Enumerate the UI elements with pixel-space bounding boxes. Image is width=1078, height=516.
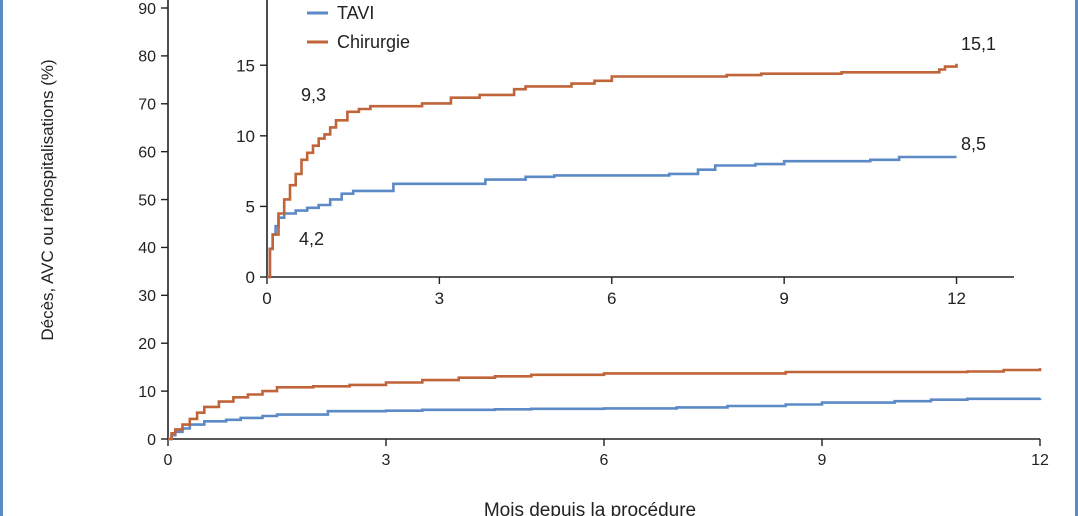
main-x-tick-label: 9 — [818, 452, 827, 469]
inset-x-tick-label: 12 — [947, 289, 966, 308]
inset-background — [259, 0, 1024, 277]
main-y-tick-label: 10 — [138, 384, 156, 401]
main-y-tick-label: 60 — [138, 144, 156, 161]
legend-label-chirurgie: Chirurgie — [337, 32, 410, 52]
main-y-tick-label: 50 — [138, 192, 156, 209]
inset-x-tick-label: 3 — [435, 289, 444, 308]
annotation-2: 4,2 — [299, 229, 324, 249]
main-series-tavi — [168, 397, 1042, 441]
inset-y-tick-label: 5 — [246, 198, 255, 217]
inset-series-chirurgie — [267, 63, 958, 279]
main-x-tick-label: 0 — [164, 452, 173, 469]
inset-y-tick-label: 15 — [236, 56, 255, 75]
main-y-tick-label: 0 — [147, 432, 156, 449]
annotation-1: 9,3 — [301, 85, 326, 105]
x-axis-label: Mois depuis la procédure — [484, 500, 696, 516]
main-series-chirurgie — [168, 368, 1042, 441]
inset-chart: 0 3 6 9 12 0 5 10 15 TAVI Chirurgie 9,3 4,2 15,1 8,5 — [236, 0, 1024, 308]
main-y-tick-label: 70 — [138, 97, 156, 114]
y-axis-label: Décès, AVC ou réhospitalisations (%) — [38, 59, 57, 340]
main-x-tick-label: 12 — [1031, 452, 1049, 469]
annotation-4: 8,5 — [961, 134, 986, 154]
inset-x-tick-label: 9 — [779, 289, 788, 308]
main-y-tick-label: 20 — [138, 336, 156, 353]
main-y-tick-label: 30 — [138, 288, 156, 305]
main-y-tick-label: 90 — [138, 1, 156, 18]
main-y-tick-label: 80 — [138, 49, 156, 66]
inset-y-tick-label: 10 — [236, 127, 255, 146]
main-y-tick-label: 40 — [138, 240, 156, 257]
inset-x-tick-label: 6 — [607, 289, 616, 308]
inset-y-tick-label: 0 — [246, 268, 255, 287]
main-x-tick-label: 3 — [382, 452, 391, 469]
main-x-tick-label: 6 — [600, 452, 609, 469]
legend-label-tavi: TAVI — [337, 3, 374, 23]
inset-x-tick-label: 0 — [262, 289, 271, 308]
annotation-3: 15,1 — [961, 34, 996, 54]
